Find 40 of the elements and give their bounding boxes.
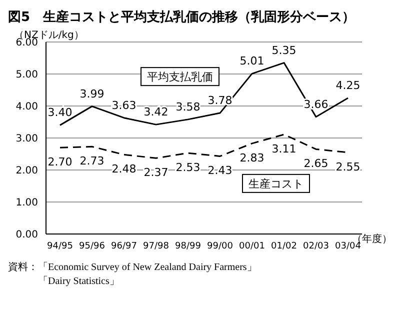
data-label: 2.37 [144, 166, 168, 180]
x-tick-label: 00/01 [239, 241, 265, 252]
data-label: 2.73 [80, 154, 104, 168]
data-label: 3.42 [144, 106, 168, 119]
x-tick-label: 94/95 [47, 241, 73, 252]
text: 「Dairy Statistics」 [37, 274, 120, 288]
y-tick-label: 0.00 [16, 230, 38, 241]
data-label: 3.11 [272, 142, 296, 156]
x-tick-label: 01/02 [271, 241, 297, 252]
y-tick-label: 4.00 [16, 102, 38, 113]
chart-title: 図5 生産コストと平均支払乳価の推移（乳固形分ベース） [8, 8, 356, 26]
data-label: 2.48 [112, 162, 136, 176]
data-label: 2.70 [48, 156, 72, 169]
data-label: 2.53 [176, 161, 200, 174]
data-label: 3.99 [80, 87, 104, 100]
data-label: 3.40 [48, 106, 72, 120]
y-tick-label: 5.00 [16, 70, 38, 81]
x-tick-label: 03/04 [335, 241, 362, 252]
data-label: 2.55 [336, 160, 360, 174]
y-tick-label: 2.00 [16, 166, 38, 177]
data-label: 2.65 [304, 157, 328, 170]
x-tick-label: 98/99 [175, 241, 202, 252]
data-label: 5.35 [272, 44, 296, 57]
data-label: 2.43 [208, 164, 232, 178]
y-tick-label: 3.00 [16, 134, 38, 145]
text: 生産コスト [248, 177, 304, 190]
data-label: 3.63 [112, 98, 136, 112]
x-tick-label: 95/96 [79, 241, 106, 252]
y-tick-label: 6.00 [16, 38, 38, 49]
x-tick-label: 97/98 [143, 241, 170, 252]
x-tick-label: 02/03 [303, 241, 329, 252]
x-tick-label: 99/00 [207, 241, 234, 252]
data-label: 2.83 [240, 151, 264, 164]
y-tick-label: 1.00 [16, 198, 38, 209]
text: 資料：「Economic Survey of New Zealand Dairy Farmers」 [8, 260, 258, 274]
data-label: 4.25 [336, 79, 360, 92]
x-tick-label: 96/97 [111, 241, 137, 252]
data-label: 3.58 [176, 100, 200, 114]
data-label: 5.01 [240, 54, 264, 68]
text: 平均支払乳価 [147, 70, 213, 84]
